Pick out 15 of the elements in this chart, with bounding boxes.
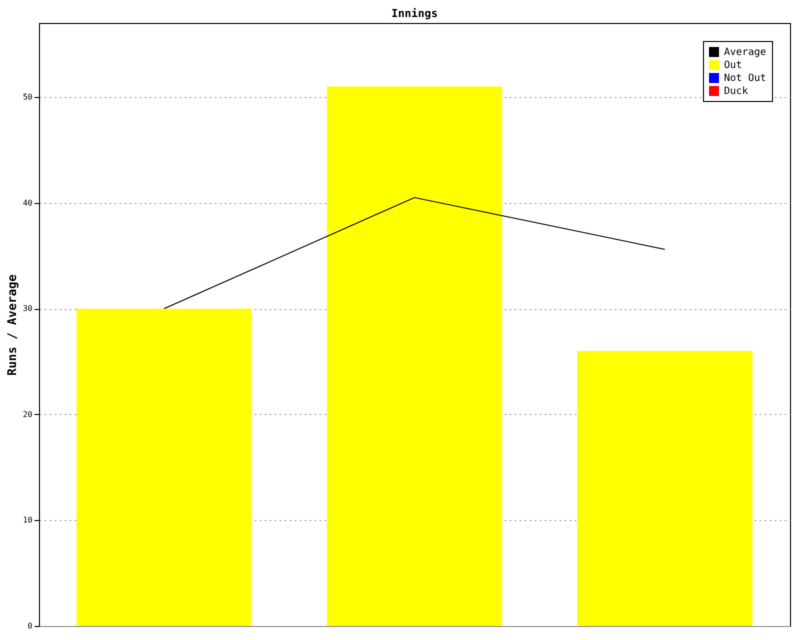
bar — [326, 86, 502, 626]
y-tick-label: 50 — [22, 92, 33, 102]
y-tick-label: 10 — [22, 516, 33, 525]
legend-label: Duck — [724, 86, 748, 97]
bar — [577, 350, 752, 626]
y-tick-label: 30 — [22, 304, 33, 314]
legend-label: Not Out — [724, 73, 766, 84]
chart-title: Innings — [391, 7, 438, 20]
y-tick-label: 20 — [22, 410, 33, 419]
legend-label: Average — [724, 47, 766, 58]
legend-label: Out — [724, 60, 742, 71]
bar — [76, 308, 252, 626]
y-axis-title: Runs / Average — [4, 274, 19, 376]
y-tick-label: 0 — [28, 622, 33, 630]
y-tick-label: 40 — [22, 198, 33, 208]
